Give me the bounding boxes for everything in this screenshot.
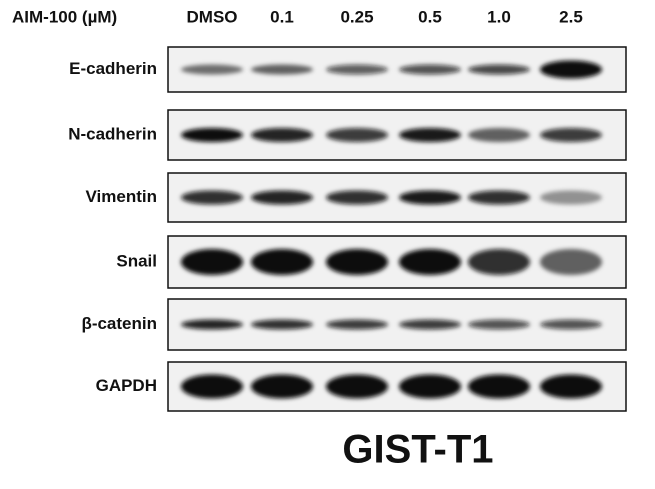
protein-label: E-cadherin <box>69 59 157 78</box>
lane-label: DMSO <box>187 7 238 26</box>
band <box>251 249 313 275</box>
band <box>399 374 461 399</box>
band <box>468 319 530 330</box>
protein-label: β-catenin <box>81 314 157 333</box>
band <box>540 249 602 275</box>
band <box>326 249 388 275</box>
band <box>326 64 388 75</box>
band <box>468 190 530 205</box>
lane-label: 0.1 <box>270 7 294 26</box>
protein-label: Snail <box>116 251 157 270</box>
band <box>399 128 461 142</box>
band <box>181 319 243 330</box>
band <box>468 374 530 399</box>
band <box>468 249 530 275</box>
band <box>399 64 461 75</box>
band <box>181 64 243 75</box>
band <box>540 190 602 205</box>
band <box>181 374 243 399</box>
lane-label: 0.25 <box>340 7 373 26</box>
band <box>399 190 461 205</box>
band <box>540 128 602 142</box>
protein-label: N-cadherin <box>68 124 157 143</box>
band <box>251 190 313 205</box>
cell-line-label: GIST-T1 <box>342 428 493 472</box>
lane-label: 2.5 <box>559 7 583 26</box>
treatment-label: AIM-100 (µM) <box>12 7 117 26</box>
protein-label: GAPDH <box>96 376 157 395</box>
band <box>251 319 313 330</box>
band <box>326 374 388 399</box>
lane-label: 1.0 <box>487 7 511 26</box>
band <box>468 128 530 142</box>
band <box>251 128 313 142</box>
band <box>251 64 313 75</box>
lane-label: 0.5 <box>418 7 442 26</box>
band <box>399 319 461 330</box>
band <box>326 190 388 205</box>
band <box>468 64 530 75</box>
band <box>181 249 243 275</box>
protein-label: Vimentin <box>86 187 157 206</box>
band <box>540 374 602 399</box>
band <box>326 319 388 330</box>
band <box>399 249 461 275</box>
band <box>251 374 313 399</box>
band <box>181 190 243 205</box>
band <box>326 128 388 142</box>
band <box>181 128 243 142</box>
band <box>540 60 602 79</box>
band <box>540 319 602 330</box>
